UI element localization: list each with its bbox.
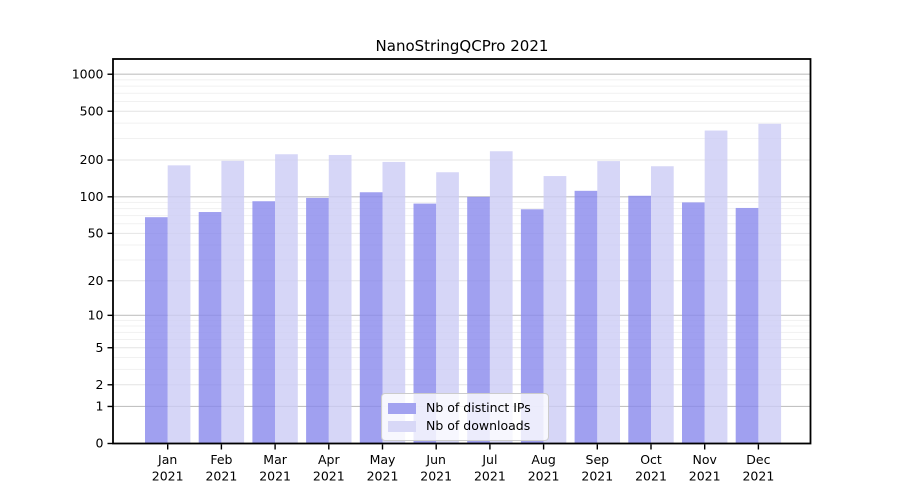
x-tick-label: May 2021 <box>367 452 399 484</box>
bar-distinct-ips-jul <box>467 196 490 444</box>
tick-labels-group: 0 1 2 5 10 20 50 100 200 500 1000 Jan 2021 Feb 2021 Mar… <box>72 66 775 483</box>
x-tick-label: Jul 2021 <box>474 452 506 484</box>
axis-frame <box>112 58 812 445</box>
x-tick-label: Sep 2021 <box>581 452 613 484</box>
bar-downloads-jan <box>167 165 191 444</box>
x-tick-label: Aug 2021 <box>528 452 560 484</box>
legend-label-distinct-ips: Nb of distinct IPs <box>426 400 531 415</box>
y-tick-label: 200 <box>80 152 104 167</box>
bar-distinct-ips-jan <box>145 217 168 444</box>
bar-downloads-mar <box>275 154 298 444</box>
y-tick-label: 500 <box>80 103 104 118</box>
chart-title: NanoStringQCPro 2021 <box>376 37 549 55</box>
bar-downloads-sep <box>597 161 620 444</box>
x-tick-label: Apr 2021 <box>313 452 345 484</box>
bar-distinct-ips-sep <box>574 190 598 444</box>
bar-distinct-ips-dec <box>735 207 759 444</box>
y-tick-label: 100 <box>80 189 104 204</box>
legend-box: Nb of distinct IPs Nb of downloads <box>381 393 549 441</box>
axes-group <box>107 58 812 450</box>
bar-downloads-feb <box>221 160 245 444</box>
bar-downloads-dec <box>758 123 782 444</box>
x-tick-label: Mar 2021 <box>259 452 291 484</box>
x-tick-label: Nov 2021 <box>689 452 721 484</box>
y-tick-label: 2 <box>96 377 104 392</box>
y-tick-label: 0 <box>96 436 104 451</box>
bar-downloads-nov <box>704 130 728 444</box>
bar-distinct-ips-may <box>359 192 383 444</box>
x-tick-label: Jan 2021 <box>152 452 184 484</box>
bar-downloads-jul <box>489 151 513 444</box>
x-tick-label: Jun 2021 <box>420 452 452 484</box>
bar-distinct-ips-feb <box>198 212 222 444</box>
x-tick-label: Dec 2021 <box>742 452 774 484</box>
x-tick-label: Oct 2021 <box>635 452 667 484</box>
y-tick-label: 1 <box>96 399 104 414</box>
y-tick-label: 1000 <box>72 66 104 81</box>
legend-swatch-ips-icon <box>388 402 416 414</box>
x-tick-label: Feb 2021 <box>205 452 237 484</box>
y-tick-label: 10 <box>88 308 104 323</box>
legend-label-downloads: Nb of downloads <box>426 418 531 433</box>
bar-distinct-ips-oct <box>628 195 651 444</box>
legend-item-distinct-ips: Nb of distinct IPs <box>388 399 542 417</box>
bar-downloads-aug <box>543 176 567 444</box>
bar-distinct-ips-aug <box>520 209 544 444</box>
legend-item-downloads: Nb of downloads <box>388 417 542 435</box>
bar-distinct-ips-nov <box>682 202 705 444</box>
bar-distinct-ips-apr <box>306 197 329 444</box>
bar-downloads-oct <box>651 166 674 444</box>
bar-downloads-may <box>382 161 406 444</box>
bars-group <box>145 123 782 444</box>
y-tick-label: 5 <box>96 340 104 355</box>
bar-downloads-apr <box>328 154 352 444</box>
bar-distinct-ips-jun <box>413 203 437 444</box>
y-tick-label: 50 <box>88 226 104 241</box>
bar-distinct-ips-mar <box>252 201 276 444</box>
legend-swatch-downloads-icon <box>388 420 416 432</box>
bar-downloads-jun <box>436 172 459 444</box>
y-tick-label: 20 <box>88 273 104 288</box>
